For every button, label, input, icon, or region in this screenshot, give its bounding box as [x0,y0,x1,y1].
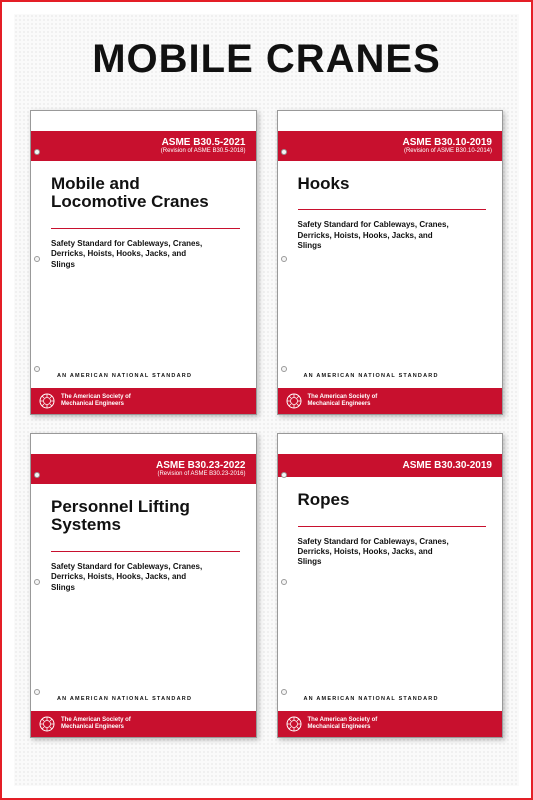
document-subtitle: Safety Standard for Cableways, Cranes, D… [51,239,206,270]
footer-bar: The American Society of Mechanical Engin… [278,711,503,737]
standard-code: ASME B30.5-2021 [41,137,246,148]
standard-code: ASME B30.10-2019 [288,137,493,148]
standard-code: ASME B30.23-2022 [41,460,246,471]
document-subtitle: Safety Standard for Cableways, Cranes, D… [51,562,206,593]
org-line-2: Mechanical Engineers [308,724,371,730]
organization-name: The American Society of Mechanical Engin… [308,717,378,730]
page-frame: MOBILE CRANES ASME B30.5-2021 (Revision … [0,0,533,800]
document-title: Mobile and Locomotive Cranes [51,175,240,212]
footer-bar: The American Society of Mechanical Engin… [31,388,256,414]
header-bar: ASME B30.10-2019 (Revision of ASME B30.1… [278,131,503,161]
cover-body: Ropes Safety Standard for Cableways, Cra… [278,477,503,711]
document-title: Hooks [298,175,487,194]
spacer [51,270,240,373]
divider-rule [298,526,487,527]
cover-body: Personnel Lifting Systems Safety Standar… [31,484,256,711]
cover-body: Mobile and Locomotive Cranes Safety Stan… [31,161,256,388]
national-standard-label: AN AMERICAN NATIONAL STANDARD [51,373,240,379]
org-line-2: Mechanical Engineers [61,724,124,730]
revision-note: (Revision of ASME B30.23-2016) [41,471,246,478]
national-standard-label: AN AMERICAN NATIONAL STANDARD [298,373,487,379]
org-line-1: The American Society of [61,717,131,723]
footer-bar: The American Society of Mechanical Engin… [278,388,503,414]
punch-hole-icon [34,149,40,155]
national-standard-label: AN AMERICAN NATIONAL STANDARD [51,696,240,702]
divider-rule [298,209,487,210]
footer-bar: The American Society of Mechanical Engin… [31,711,256,737]
asme-logo-icon [286,393,302,409]
page-title: MOBILE CRANES [22,37,511,82]
document-title: Ropes [298,491,487,510]
organization-name: The American Society of Mechanical Engin… [308,394,378,407]
org-line-1: The American Society of [61,394,131,400]
asme-logo-icon [286,716,302,732]
spacer [51,593,240,696]
asme-logo-icon [39,393,55,409]
document-subtitle: Safety Standard for Cableways, Cranes, D… [298,220,453,251]
document-cover: ASME B30.10-2019 (Revision of ASME B30.1… [277,110,504,415]
covers-grid: ASME B30.5-2021 (Revision of ASME B30.5-… [22,110,511,738]
document-subtitle: Safety Standard for Cableways, Cranes, D… [298,537,453,568]
standard-code: ASME B30.30-2019 [288,460,493,471]
header-bar: ASME B30.5-2021 (Revision of ASME B30.5-… [31,131,256,161]
organization-name: The American Society of Mechanical Engin… [61,394,131,407]
punch-hole-icon [34,366,40,372]
punch-hole-icon [281,149,287,155]
document-cover: ASME B30.30-2019 Ropes Safety Standard f… [277,433,504,738]
punch-hole-icon [281,366,287,372]
revision-note: (Revision of ASME B30.10-2014) [288,148,493,155]
punch-hole-icon [34,256,40,262]
cover-body: Hooks Safety Standard for Cableways, Cra… [278,161,503,388]
header-bar: ASME B30.30-2019 [278,454,503,477]
national-standard-label: AN AMERICAN NATIONAL STANDARD [298,696,487,702]
divider-rule [51,228,240,229]
org-line-2: Mechanical Engineers [308,401,371,407]
punch-hole-icon [281,689,287,695]
org-line-1: The American Society of [308,717,378,723]
document-cover: ASME B30.23-2022 (Revision of ASME B30.2… [30,433,257,738]
organization-name: The American Society of Mechanical Engin… [61,717,131,730]
document-cover: ASME B30.5-2021 (Revision of ASME B30.5-… [30,110,257,415]
content-area: MOBILE CRANES ASME B30.5-2021 (Revision … [2,2,531,798]
spacer [298,251,487,373]
org-line-2: Mechanical Engineers [61,401,124,407]
punch-hole-icon [281,472,287,478]
punch-hole-icon [34,689,40,695]
org-line-1: The American Society of [308,394,378,400]
document-title: Personnel Lifting Systems [51,498,240,535]
header-bar: ASME B30.23-2022 (Revision of ASME B30.2… [31,454,256,484]
revision-note: (Revision of ASME B30.5-2018) [41,148,246,155]
spacer [298,568,487,696]
punch-hole-icon [34,579,40,585]
asme-logo-icon [39,716,55,732]
punch-hole-icon [34,472,40,478]
punch-hole-icon [281,579,287,585]
punch-hole-icon [281,256,287,262]
divider-rule [51,551,240,552]
